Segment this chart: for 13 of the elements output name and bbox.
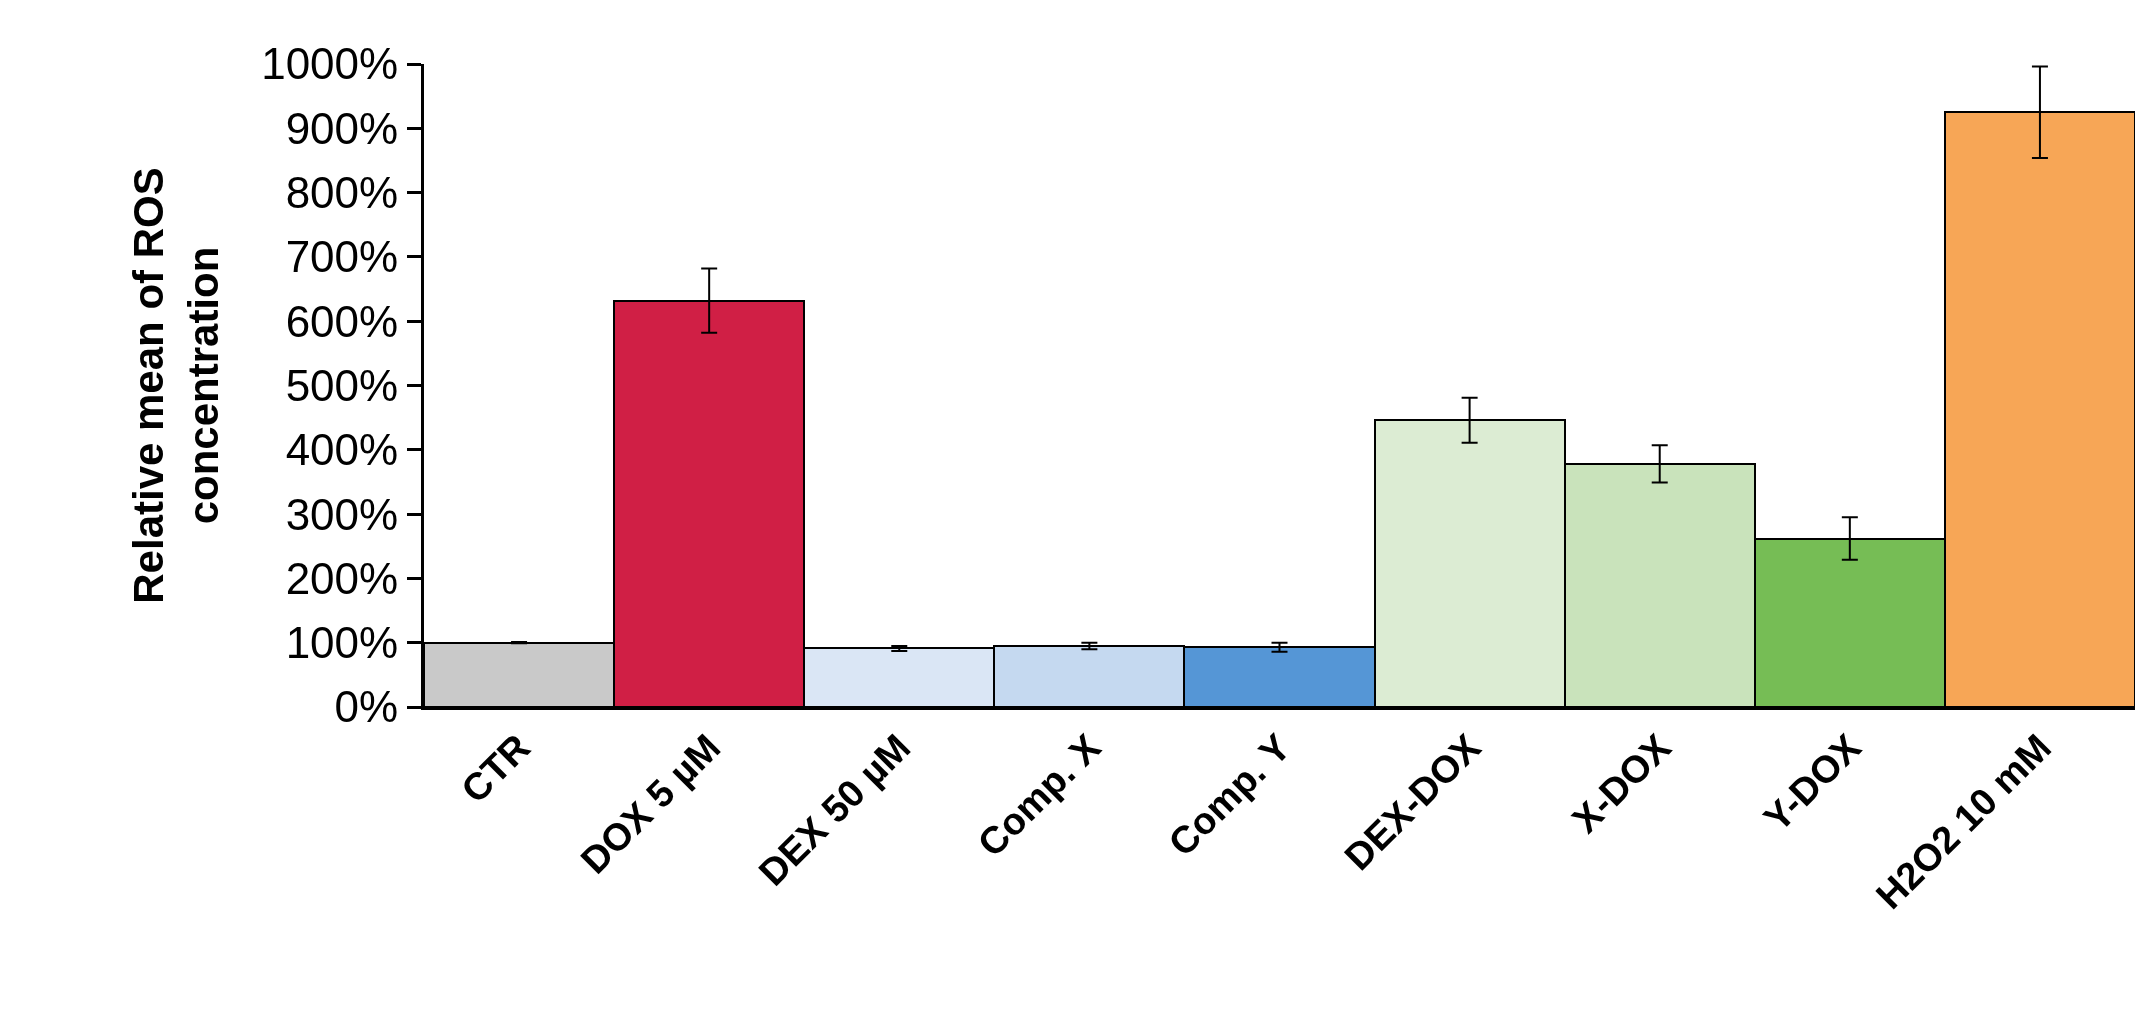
y-tick-label: 400%	[285, 425, 399, 475]
y-tick-label: 1000%	[261, 39, 399, 89]
y-tick-label: 500%	[285, 360, 399, 410]
y-tick-label: 0%	[334, 682, 399, 732]
x-tick-label: CTR	[453, 725, 539, 811]
y-tick-label: 800%	[285, 168, 399, 217]
y-tick-label: 100%	[285, 618, 399, 668]
y-tick-label: 200%	[285, 553, 399, 603]
y-tick-label: 300%	[285, 489, 399, 539]
y-tick-label: 600%	[285, 296, 399, 346]
y-tick-label: 700%	[285, 232, 399, 282]
y-tick-label: 900%	[285, 103, 399, 153]
y-axis-title: Relative mean of ROS concentration	[125, 167, 227, 604]
